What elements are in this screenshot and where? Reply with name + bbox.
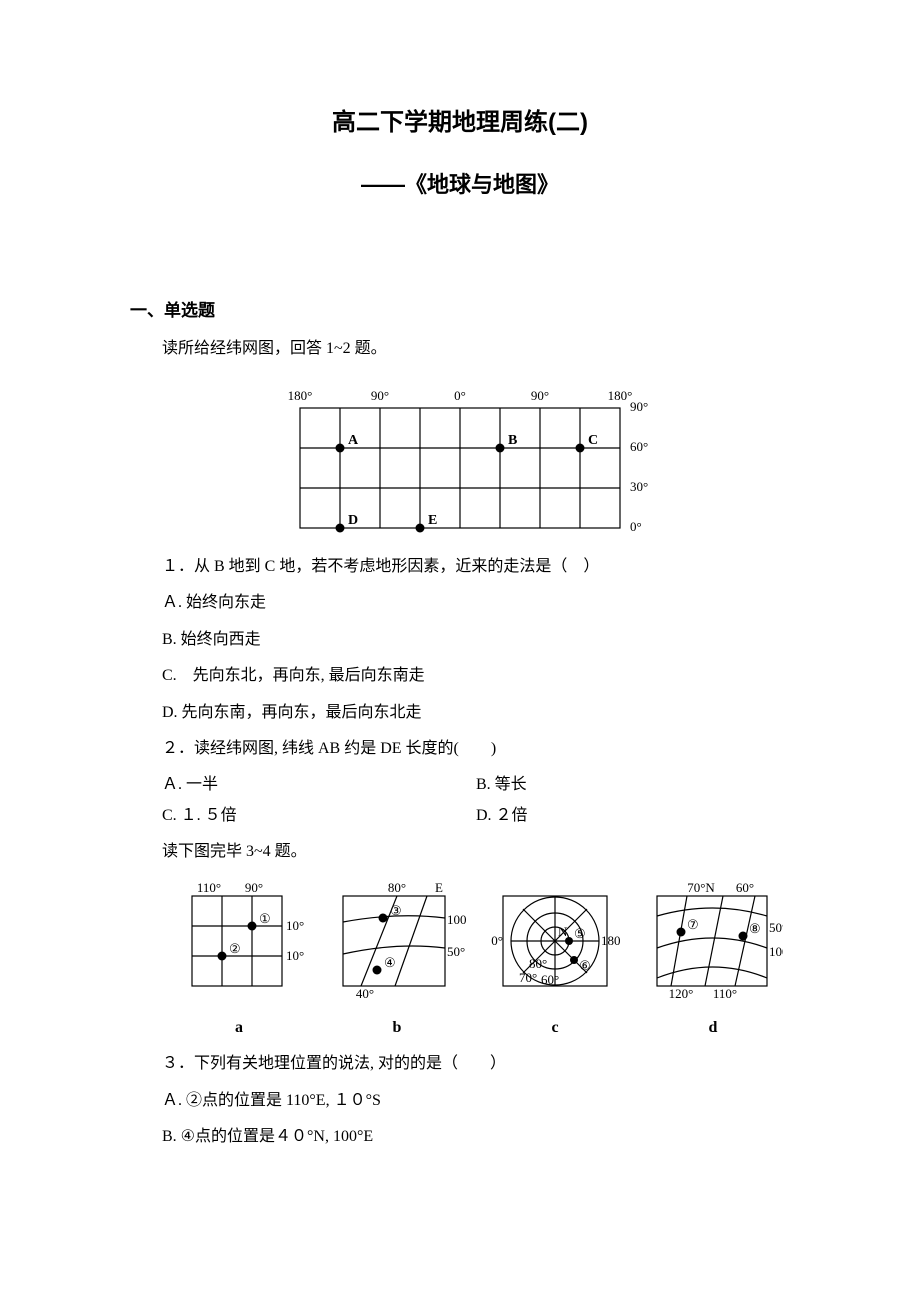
section-header: 一、单选题 [130,295,790,327]
svg-text:⑧: ⑧ [749,921,761,936]
svg-text:④: ④ [384,955,396,970]
svg-text:90°: 90° [371,388,389,403]
svg-text:N: N [558,924,568,939]
fig-d-label: d [636,1013,790,1043]
svg-text:⑤: ⑤ [574,926,586,941]
svg-text:0°: 0° [491,933,503,948]
fig-c-label: c [478,1013,632,1043]
svg-text:A: A [348,433,359,448]
svg-text:100°: 100° [447,912,467,927]
svg-text:90°: 90° [245,880,263,895]
svg-text:E: E [428,513,437,528]
svg-text:110°: 110° [713,986,737,1000]
svg-text:B: B [508,433,517,448]
svg-text:60°: 60° [630,439,648,454]
q2-row2: C. １. ５倍 D. ２倍 [162,801,790,831]
q3-optA: Ａ. ②点的位置是 110°E, １０°S [162,1086,790,1116]
q2-optD: D. ２倍 [476,801,790,831]
svg-text:180°: 180° [288,388,313,403]
q3-optB: B. ④点的位置是４０°N, 100°E [162,1122,790,1152]
q2-stem: ２．读经纬网图, 纬线 AB 约是 DE 长度的( ) [162,734,790,764]
svg-text:70°N: 70°N [687,880,715,895]
svg-text:180°: 180° [601,933,621,948]
q2-optB: B. 等长 [476,770,790,800]
svg-text:E: E [435,880,443,895]
svg-text:40°: 40° [356,986,374,1000]
svg-text:D: D [348,513,358,528]
svg-text:C: C [588,433,598,448]
figure-1: 180° 90° 0° 90° 180° 90° 60° 30° 0° A B … [130,378,790,538]
svg-text:⑥: ⑥ [579,958,591,973]
svg-text:0°: 0° [454,388,466,403]
figure-2: 110° 90° 10° 10° ① ② a 80° E 100° 50° 40 [162,878,790,1044]
svg-text:50°: 50° [447,944,465,959]
svg-text:90°: 90° [630,399,648,414]
svg-text:②: ② [229,941,241,956]
svg-text:60°: 60° [541,972,559,987]
q1-optB: B. 始终向西走 [162,625,790,655]
svg-text:80°: 80° [529,956,547,971]
svg-text:110°: 110° [197,880,221,895]
svg-text:50°: 50° [769,920,783,935]
title-sub: ——《地球与地图》 [130,164,790,206]
q1-stem: １．从 B 地到 C 地，若不考虑地形因素，近来的走法是（ ） [162,552,790,582]
svg-text:⑦: ⑦ [687,917,699,932]
svg-text:30°: 30° [630,479,648,494]
svg-text:80°: 80° [388,880,406,895]
svg-text:10°: 10° [286,948,304,963]
q1-optD: D. 先向东南，再向东，最后向东北走 [162,698,790,728]
title-main: 高二下学期地理周练(二) [130,100,790,146]
svg-text:③: ③ [390,903,402,918]
fig-b-label: b [320,1013,474,1043]
svg-text:70°: 70° [519,970,537,985]
intro-12: 读所给经纬网图，回答 1~2 题。 [130,334,790,364]
q2-row1: Ａ. 一半 B. 等长 [162,770,790,800]
q2-optA: Ａ. 一半 [162,770,476,800]
intro-34: 读下图完毕 3~4 题。 [162,837,790,867]
fig-a-label: a [162,1013,316,1043]
q2-optC: C. １. ５倍 [162,801,476,831]
svg-text:①: ① [259,911,271,926]
q1-optA: Ａ. 始终向东走 [162,588,790,618]
q1-optC: C. 先向东北，再向东, 最后向东南走 [162,661,790,691]
svg-text:120°: 120° [669,986,694,1000]
svg-text:10°: 10° [286,918,304,933]
svg-text:90°: 90° [531,388,549,403]
svg-text:100°: 100° [769,944,783,959]
svg-text:60°: 60° [736,880,754,895]
svg-text:0°: 0° [630,519,642,534]
q3-stem: ３．下列有关地理位置的说法, 对的的是（ ） [162,1049,790,1079]
svg-text:180°: 180° [608,388,633,403]
